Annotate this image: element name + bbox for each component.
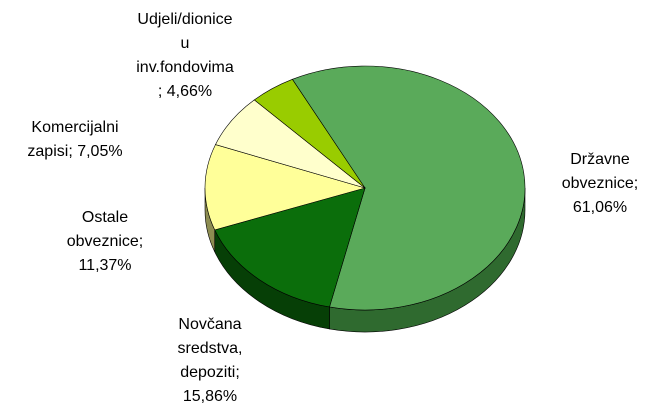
data-label: Državne obveznice; 61,06% [562,151,639,216]
data-label: Novčana sredstva, depoziti; 15,86% [178,316,243,405]
pie-slice [291,65,526,311]
pie-slice [253,78,366,189]
pie-slice [204,144,367,231]
data-label: Komercijalni zapisi; 7,05% [27,119,122,160]
data-label: Udjeli/dionice u inv.fondovima; 4,66% [136,11,234,100]
data-label: Ostale obveznice; 11,37% [67,209,144,274]
pie-slice [214,187,366,308]
